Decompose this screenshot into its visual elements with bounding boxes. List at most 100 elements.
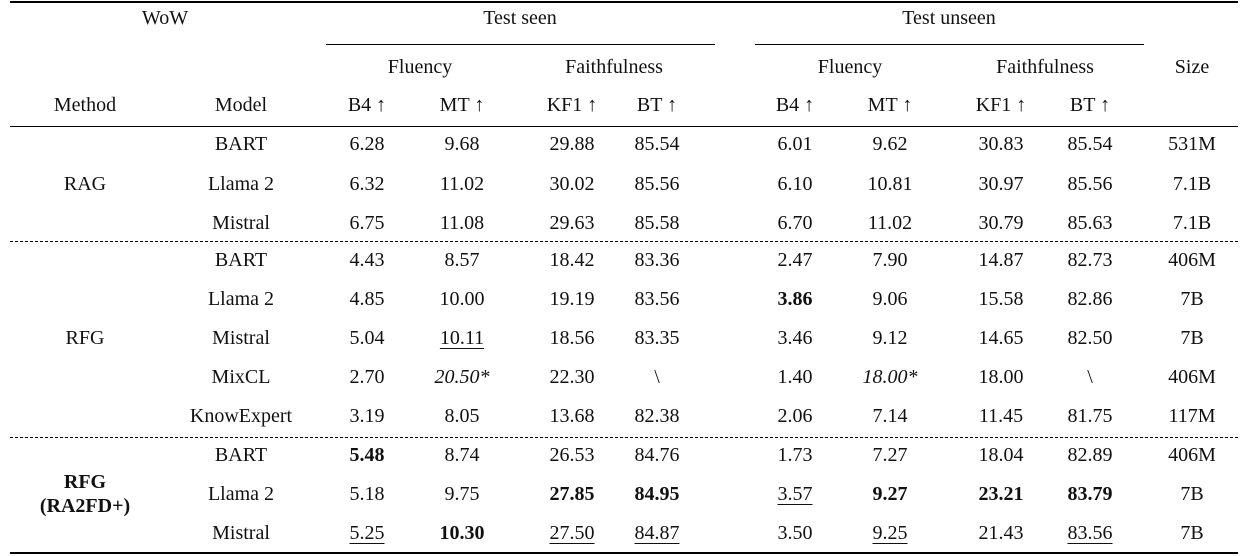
method-label: (RA2FD+) — [39, 495, 131, 517]
metric-value: 3.86 — [777, 288, 813, 310]
header-rule — [10, 126, 1238, 127]
model-name: MixCL — [211, 366, 271, 388]
metric-value: 1.40 — [777, 366, 813, 388]
model-size: 7.1B — [1172, 212, 1212, 234]
metric-value: \ — [1087, 366, 1093, 388]
model-size: 7B — [1180, 483, 1204, 505]
model-size: 406M — [1168, 366, 1216, 388]
model-size: 406M — [1168, 444, 1216, 466]
metric-value: 6.10 — [777, 173, 813, 195]
metric-value: 6.75 — [349, 212, 385, 234]
test-unseen-rule — [755, 44, 1144, 45]
metric-value: 13.68 — [549, 405, 595, 427]
test-seen-rule — [326, 44, 715, 45]
metric-value: 18.00* — [862, 366, 918, 388]
metric-value: 81.75 — [1067, 405, 1113, 427]
model-size: 7.1B — [1172, 173, 1212, 195]
metric-value: 10.11 — [439, 327, 485, 349]
size-header: Size — [1174, 56, 1210, 78]
metric-value: 21.43 — [978, 522, 1024, 544]
metric-value: 82.86 — [1067, 288, 1113, 310]
metric-value: 10.30 — [439, 522, 485, 544]
metric-value: 85.58 — [634, 212, 680, 234]
metric-value: 2.70 — [349, 366, 385, 388]
metric-value: 9.68 — [444, 133, 480, 155]
model-name: Mistral — [212, 212, 270, 234]
metric-value: 84.76 — [634, 444, 680, 466]
metric-value: 8.57 — [444, 249, 480, 271]
metric-value: 7.90 — [872, 249, 908, 271]
metric-value: 7.27 — [872, 444, 908, 466]
metric-header: B4 ↑ — [347, 94, 387, 116]
metric-value: 27.50 — [549, 522, 595, 544]
metric-value: 8.05 — [444, 405, 480, 427]
model-size: 117M — [1168, 405, 1216, 427]
model-size: 406M — [1168, 249, 1216, 271]
metric-value: 82.89 — [1067, 444, 1113, 466]
metric-value: 22.30 — [549, 366, 595, 388]
metric-value: 15.58 — [978, 288, 1024, 310]
metric-value: 3.19 — [349, 405, 385, 427]
method-label: RAG — [63, 172, 107, 195]
metric-value: 9.06 — [872, 288, 908, 310]
metric-value: 4.43 — [349, 249, 385, 271]
metric-value: 4.85 — [349, 288, 385, 310]
fluency-header: Fluency — [387, 56, 453, 78]
top-rule — [10, 1, 1238, 3]
model-name: KnowExpert — [189, 405, 293, 427]
metric-value: 82.38 — [634, 405, 680, 427]
metric-value: 85.63 — [1067, 212, 1113, 234]
metric-value: 84.87 — [634, 522, 680, 544]
metric-value: 6.70 — [777, 212, 813, 234]
metric-value: 85.56 — [634, 173, 680, 195]
method-header: Method — [53, 94, 117, 116]
metric-value: 7.14 — [872, 405, 908, 427]
metric-value: 19.19 — [549, 288, 595, 310]
metric-value: 11.02 — [439, 173, 485, 195]
group-divider — [10, 241, 1238, 242]
model-name: BART — [214, 133, 268, 155]
faithfulness-header: Faithfulness — [565, 56, 663, 78]
metric-value: 30.97 — [978, 173, 1024, 195]
metric-value: 30.02 — [549, 173, 595, 195]
metric-value: 9.75 — [444, 483, 480, 505]
metric-value: 30.79 — [978, 212, 1024, 234]
model-size: 531M — [1168, 133, 1216, 155]
metric-value: 11.08 — [439, 212, 485, 234]
metric-value: 18.56 — [549, 327, 595, 349]
metric-header: MT ↑ — [439, 94, 485, 116]
model-size: 7B — [1180, 522, 1204, 544]
metric-value: 82.50 — [1067, 327, 1113, 349]
metric-value: 18.00 — [978, 366, 1024, 388]
dataset-label: WoW — [141, 7, 189, 29]
model-size: 7B — [1180, 327, 1204, 349]
metric-value: 83.36 — [634, 249, 680, 271]
method-label: RFG — [63, 471, 107, 493]
metric-header: MT ↑ — [867, 94, 913, 116]
metric-header: BT ↑ — [1069, 94, 1111, 116]
metric-value: 18.42 — [549, 249, 595, 271]
metric-value: 29.63 — [549, 212, 595, 234]
model-header: Model — [214, 94, 268, 116]
test-unseen-header: Test unseen — [902, 7, 996, 29]
metric-value: 5.25 — [349, 522, 385, 544]
metric-value: 85.56 — [1067, 173, 1113, 195]
metric-value: 27.85 — [549, 483, 595, 505]
metric-value: 1.73 — [777, 444, 813, 466]
metric-value: 18.04 — [978, 444, 1024, 466]
metric-value: 2.06 — [777, 405, 813, 427]
metric-value: 83.56 — [634, 288, 680, 310]
bottom-rule — [10, 552, 1238, 554]
metric-value: 3.57 — [777, 483, 813, 505]
metric-value: 85.54 — [1067, 133, 1113, 155]
model-name: Mistral — [212, 522, 270, 544]
metric-value: 10.00 — [439, 288, 485, 310]
metric-value: 14.87 — [978, 249, 1024, 271]
metric-value: 23.21 — [978, 483, 1024, 505]
metric-value: 6.01 — [777, 133, 813, 155]
metric-value: 30.83 — [978, 133, 1024, 155]
model-name: Llama 2 — [207, 173, 275, 195]
metric-value: 6.32 — [349, 173, 385, 195]
model-name: Mistral — [212, 327, 270, 349]
